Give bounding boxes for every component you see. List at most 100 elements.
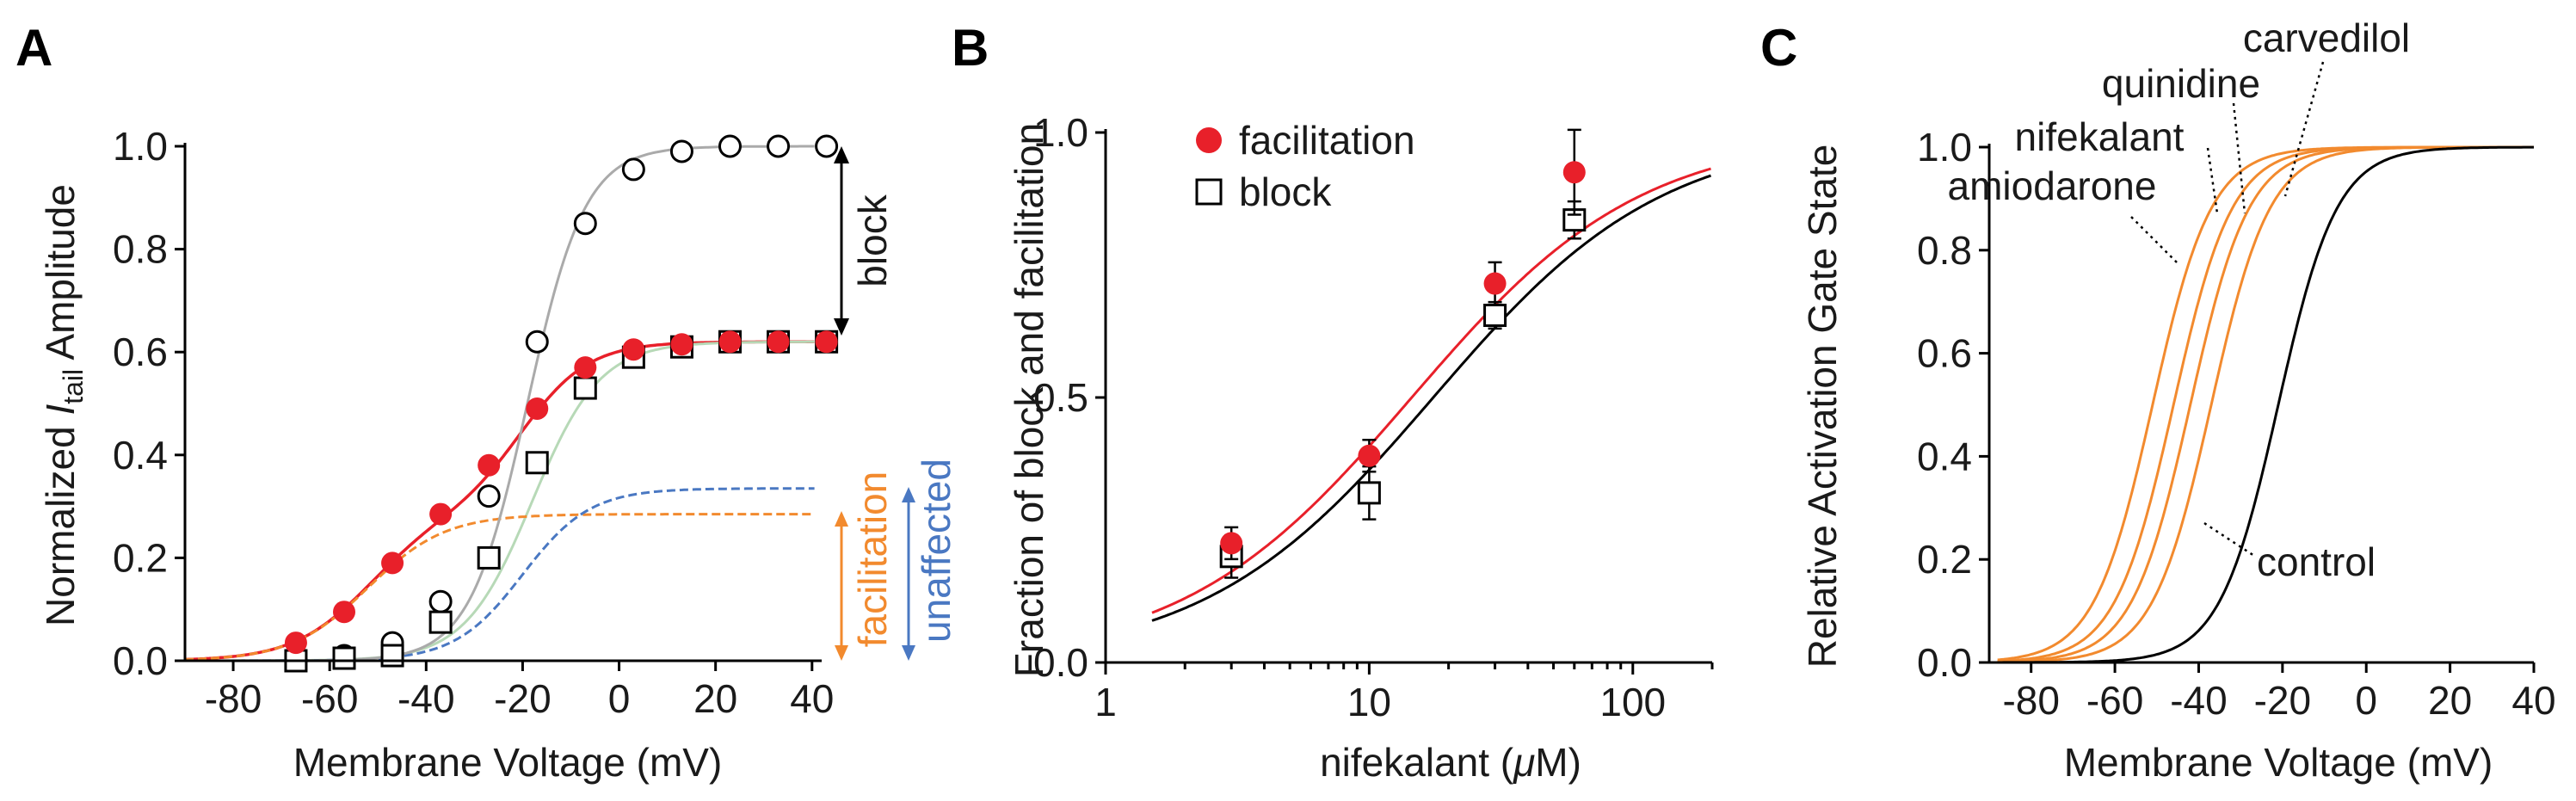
- panel-b-facilitation-point: [1358, 444, 1381, 467]
- panel-a-x-axis-label: Membrane Voltage (mV): [293, 740, 723, 785]
- panel-c-x-tick-label: -80: [2002, 678, 2059, 723]
- panel-b-facilitation-point: [1483, 272, 1507, 295]
- panel-c-x-axis-label: Membrane Voltage (mV): [2064, 740, 2493, 785]
- unaffected-arrow-head-down: [902, 645, 915, 661]
- panel-a-markers: [284, 134, 839, 673]
- legend-facilitation-marker: [1196, 127, 1222, 153]
- panel-a-axes: -80 -60 -40 -20 0 20 40 0.0 0.2 0.4 0.6 0.8 1.0: [113, 124, 834, 721]
- panel-a-filled-circle-point: [767, 330, 790, 354]
- leader-quinidine: [2232, 102, 2246, 214]
- panel-c-x-tick-label: 20: [2428, 678, 2472, 723]
- panel-a-open-square-point: [573, 376, 597, 400]
- panel-a-x-tick-label: -60: [301, 676, 358, 721]
- leader-nifekalant: [2206, 147, 2219, 214]
- panel-a-filled-circle-point: [815, 330, 838, 354]
- panel-b-y-tick-label: 0.0: [1033, 640, 1088, 685]
- label-quinidine: quinidine: [2102, 61, 2260, 106]
- panel-c-curve-carvedilol: [1997, 145, 2534, 664]
- panel-c-curve-labels: amiodarone nifekalant quinidine carvedil…: [1948, 15, 2411, 584]
- panel-c-x-tick-label: 40: [2511, 678, 2555, 723]
- panel-a-open-square-point: [477, 545, 501, 570]
- panel-a-y-tick-label: 0.2: [113, 535, 168, 580]
- panel-a-open-circle-point: [718, 134, 742, 158]
- panel-b-x-axis-label: nifekalant (μM): [1320, 740, 1581, 785]
- panel-c-x-tick-label: -40: [2170, 678, 2227, 723]
- panel-a-x-tick-label: -20: [494, 676, 551, 721]
- leader-control: [2203, 521, 2255, 558]
- panel-a-filled-circle-point: [574, 356, 597, 379]
- panel-a-x-tick-label: 40: [790, 676, 834, 721]
- panel-b-fit-curve-block: [1151, 174, 1712, 622]
- panel-b-block-point: [1483, 304, 1507, 328]
- panel-a-filled-circle-point: [622, 338, 645, 361]
- panel-a-filled-circle-point: [670, 333, 693, 356]
- panel-b-letter: B: [952, 19, 989, 77]
- panel-c-y-tick-label: 0.4: [1917, 434, 1972, 478]
- panel-a-open-circle-point: [767, 134, 791, 158]
- panel-a-open-circle-point: [669, 139, 693, 163]
- panel-a-filled-circle-point: [718, 330, 742, 354]
- panel-c-curve-control: [1997, 145, 2534, 664]
- panel-b-x-tick-label: 10: [1347, 680, 1391, 724]
- panel-c-x-tick-label: 0: [2355, 678, 2377, 723]
- panel-c-letter: C: [1760, 19, 1797, 77]
- label-carvedilol: carvedilol: [2243, 15, 2410, 60]
- panel-a-filled-circle-point: [333, 601, 355, 624]
- panel-c-curve-quinidine: [1997, 145, 2534, 663]
- facilitation-annotation: facilitation: [835, 471, 895, 661]
- panel-a-filled-circle-point: [284, 632, 307, 655]
- panel-a-y-label-prefix: Normalized: [38, 416, 83, 626]
- panel-b-x-tick-label: 1: [1094, 680, 1117, 724]
- panel-b-x-label-prefix: nifekalant (: [1320, 740, 1514, 785]
- facilitation-arrow-head-down: [835, 645, 848, 661]
- unaffected-arrow-head-up: [902, 487, 915, 502]
- panel-a-fit-curve-1: [184, 340, 815, 662]
- panel-a-y-tick-label: 0.6: [113, 330, 168, 374]
- panel-a-filled-circle-point: [429, 502, 453, 526]
- panel-c-axes: -80 -60 -40 -20 0 20 40 0.0 0.2 0.4 0.6 0.8 1.0: [1917, 125, 2556, 723]
- panel-a-letter: A: [15, 19, 52, 77]
- panel-c-y-tick-label: 0.2: [1917, 537, 1972, 582]
- panel-c-curves: [1997, 145, 2534, 664]
- panel-a-fit-curve-3: [184, 513, 815, 661]
- panel-a-x-tick-label: 20: [693, 676, 737, 721]
- legend-block-label: block: [1239, 169, 1332, 214]
- leader-carvedilol: [2283, 61, 2325, 197]
- block-annotation: block: [834, 146, 895, 336]
- panel-a-open-square-point: [332, 646, 356, 670]
- panel-a-curves: [184, 145, 815, 662]
- panel-a-open-circle-point: [477, 484, 501, 508]
- block-label: block: [850, 194, 895, 287]
- panel-a-open-circle-point: [815, 134, 839, 158]
- panel-b-fit-curve-facilitation: [1151, 167, 1711, 614]
- panel-a-open-circle-point: [428, 589, 453, 613]
- panel-a-y-label-suffix: Amplitude: [38, 184, 83, 369]
- panel-a-open-circle-point: [573, 212, 597, 236]
- facilitation-arrow-head-up: [835, 511, 848, 527]
- panel-b-x-tick-label: 100: [1599, 680, 1666, 724]
- legend-block-marker: [1195, 178, 1223, 206]
- leader-amiodarone: [2130, 216, 2178, 263]
- panel-c-y-tick-label: 1.0: [1917, 125, 1972, 169]
- panel-a-open-circle-point: [525, 330, 549, 354]
- facilitation-label: facilitation: [850, 471, 895, 648]
- panel-c-y-tick-label: 0.6: [1917, 331, 1972, 376]
- panel-b-x-label-suffix: M): [1535, 740, 1581, 785]
- panel-a-open-square-point: [525, 451, 549, 475]
- panel-b-markers: [1219, 128, 1587, 579]
- block-arrow-head-down: [834, 318, 849, 336]
- panel-b-block-point: [1357, 481, 1381, 505]
- panel-a-filled-circle-point: [478, 453, 501, 477]
- unaffected-annotation: unaffected: [902, 459, 958, 661]
- panel-a-filled-circle-point: [526, 397, 549, 420]
- panel-b-facilitation-point: [1562, 161, 1586, 184]
- panel-c-x-tick-label: -60: [2086, 678, 2143, 723]
- panel-c-y-tick-label: 0.8: [1917, 228, 1972, 273]
- panel-a-y-tick-label: 0.0: [113, 638, 168, 683]
- panel-c-y-axis-label: Relative Activation Gate State: [1800, 145, 1845, 669]
- panel-a-x-tick-label: -80: [205, 676, 262, 721]
- label-nifekalant: nifekalant: [2015, 114, 2185, 159]
- panel-a-x-tick-label: 0: [608, 676, 631, 721]
- panel-a-x-tick-label: -40: [397, 676, 454, 721]
